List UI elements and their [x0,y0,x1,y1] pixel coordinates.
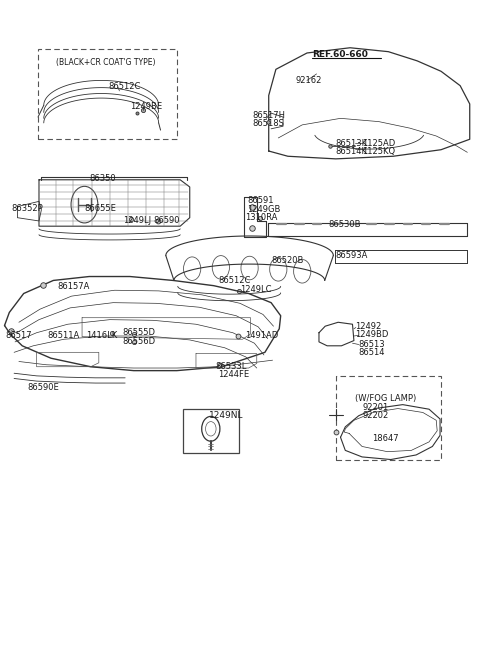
Text: 86352P: 86352P [11,204,43,213]
Text: 86593A: 86593A [336,251,368,260]
Text: 1249LC: 1249LC [240,285,272,294]
Text: 1416LK: 1416LK [86,331,117,340]
Text: 1249GB: 1249GB [247,205,280,214]
Text: 86556D: 86556D [123,337,156,346]
Text: 86350: 86350 [89,174,116,183]
Text: 1310RA: 1310RA [245,213,277,222]
Text: 86512C: 86512C [218,276,251,285]
Text: 1125KQ: 1125KQ [362,147,395,156]
Text: 86518S: 86518S [252,119,284,128]
Text: 86513K: 86513K [336,139,368,147]
Text: 86513: 86513 [359,340,385,349]
Text: 86517: 86517 [5,331,32,340]
Bar [182,409,239,453]
Text: 1249LJ: 1249LJ [123,216,151,225]
Text: 92201: 92201 [362,403,388,412]
Text: 86655E: 86655E [84,204,116,213]
Text: 92162: 92162 [295,76,322,85]
Text: 1249BD: 1249BD [355,330,388,339]
Text: 86590: 86590 [154,216,180,225]
Text: 86157A: 86157A [57,282,90,291]
Text: 86517H: 86517H [252,111,285,120]
Text: 1491AD: 1491AD [245,331,278,341]
Bar [336,376,441,460]
Text: 1244FE: 1244FE [218,370,250,379]
Text: 18647: 18647 [372,434,398,443]
Text: 86512C: 86512C [108,83,141,92]
Text: REF.60-660: REF.60-660 [312,50,368,59]
Text: 86514K: 86514K [336,147,368,156]
Text: 86514: 86514 [359,348,385,358]
Text: 86590E: 86590E [27,383,59,392]
Text: 86520B: 86520B [271,256,303,265]
Bar [38,49,177,140]
Text: 12492: 12492 [355,322,381,331]
Text: 1249BE: 1249BE [130,102,162,111]
Text: 1125AD: 1125AD [362,139,396,147]
Text: 1249NL: 1249NL [209,411,243,421]
Text: 92202: 92202 [362,411,388,421]
Text: (BLACK+CR COAT'G TYPE): (BLACK+CR COAT'G TYPE) [56,58,155,67]
Text: 86511A: 86511A [48,331,80,340]
Text: 86530B: 86530B [328,219,361,229]
Text: 86555D: 86555D [123,328,156,337]
Text: 86591: 86591 [247,196,274,205]
Text: (W/FOG LAMP): (W/FOG LAMP) [355,394,416,403]
Text: 86533L: 86533L [215,362,247,371]
